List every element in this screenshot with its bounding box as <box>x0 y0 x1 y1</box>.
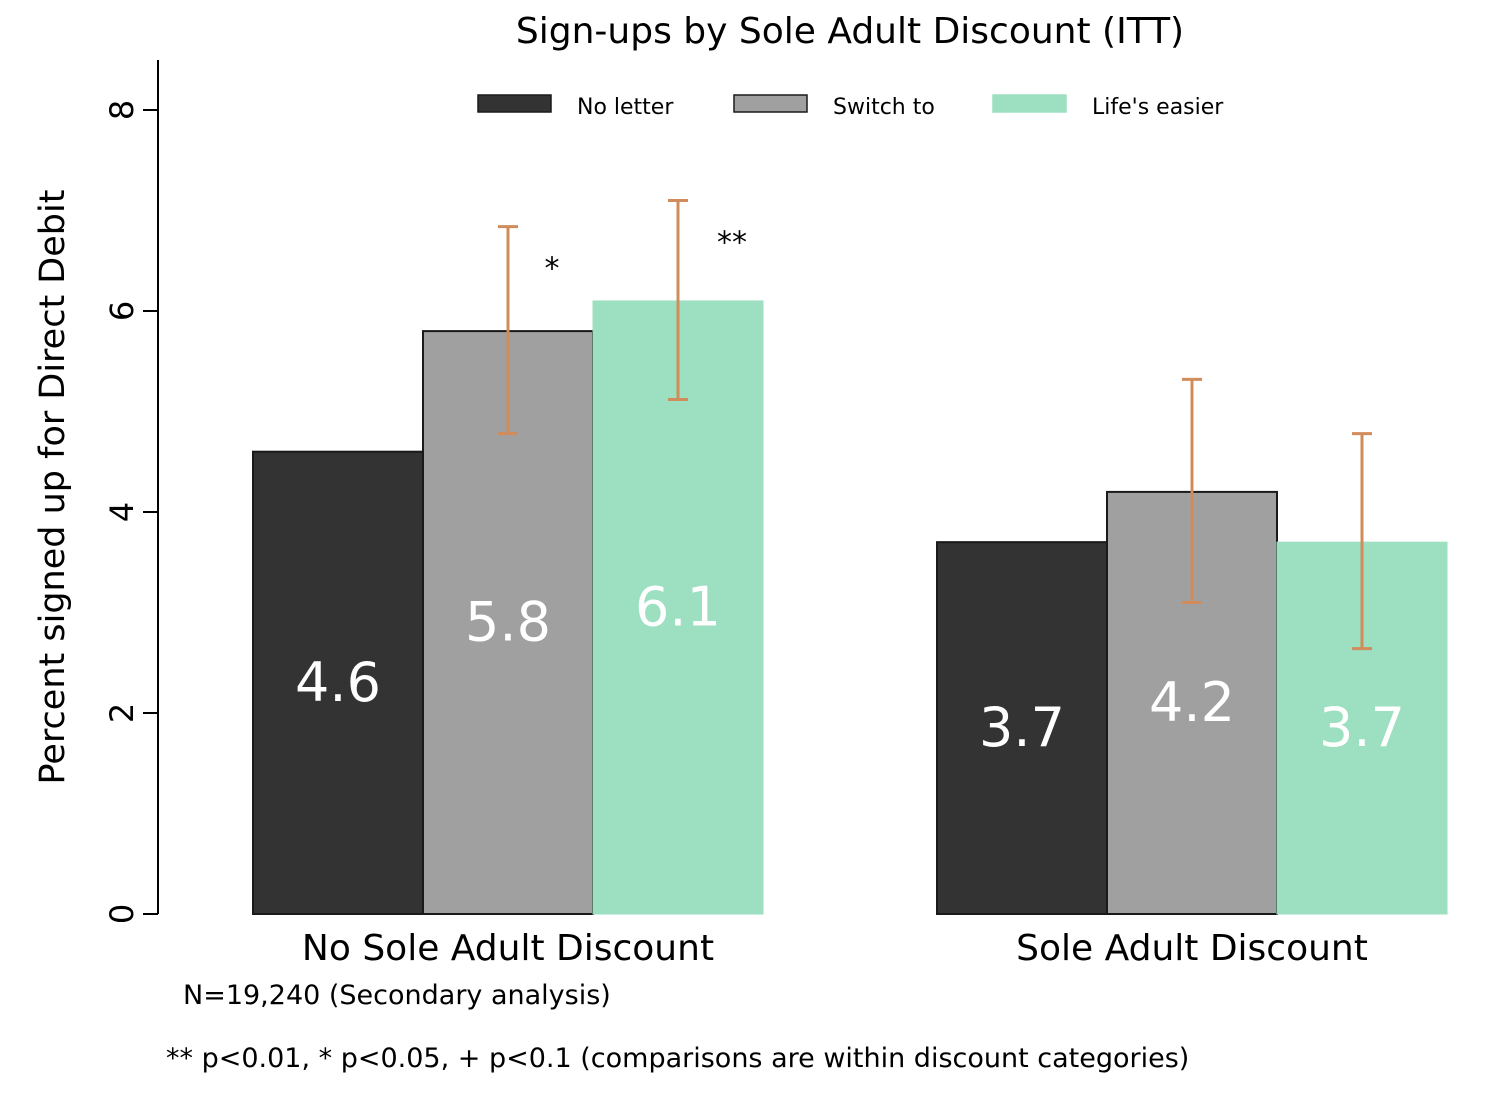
bar-value-label: 4.6 <box>295 651 381 714</box>
y-tick-label: 4 <box>103 502 141 522</box>
legend-swatch <box>477 94 552 113</box>
chart-title: Sign-ups by Sole Adult Discount (ITT) <box>516 11 1184 52</box>
y-tick-label: 6 <box>103 301 141 321</box>
bar <box>592 300 764 915</box>
legend: No letter Switch to Life's easier <box>477 94 1224 120</box>
y-tick-label: 0 <box>103 904 141 924</box>
y-axis-label: Percent signed up for Direct Debit <box>33 190 73 785</box>
sample-size-note: N=19,240 (Secondary analysis) <box>183 980 611 1011</box>
legend-swatch <box>992 94 1067 113</box>
y-tick-label: 8 <box>103 100 141 120</box>
bars <box>252 300 1448 916</box>
legend-swatch <box>733 94 808 113</box>
x-category-label: No Sole Adult Discount <box>302 928 714 969</box>
value-labels: 4.6 5.8 6.1 3.7 4.2 3.7 <box>295 575 1405 759</box>
bar-value-label: 3.7 <box>979 696 1065 759</box>
significance-note: ** p<0.01, * p<0.05, + p<0.1 (comparison… <box>166 1043 1190 1074</box>
y-tick-label: 2 <box>103 703 141 723</box>
y-axis: 0 2 4 6 8 <box>103 60 159 924</box>
legend-label: Life's easier <box>1092 95 1224 120</box>
bar <box>936 541 1108 916</box>
bar-value-label: 4.2 <box>1149 671 1235 734</box>
bar <box>252 450 424 915</box>
significance-marker: ** <box>717 225 747 260</box>
legend-label: No letter <box>577 95 674 120</box>
legend-label: Switch to <box>833 95 935 120</box>
x-axis-categories: No Sole Adult Discount Sole Adult Discoun… <box>302 928 1368 969</box>
bar-value-label: 5.8 <box>465 591 551 654</box>
significance-marker: * <box>545 252 560 287</box>
x-category-label: Sole Adult Discount <box>1016 928 1368 969</box>
error-bars: *** <box>498 198 1372 651</box>
bar-value-label: 3.7 <box>1319 696 1405 759</box>
bar-value-label: 6.1 <box>635 575 721 638</box>
